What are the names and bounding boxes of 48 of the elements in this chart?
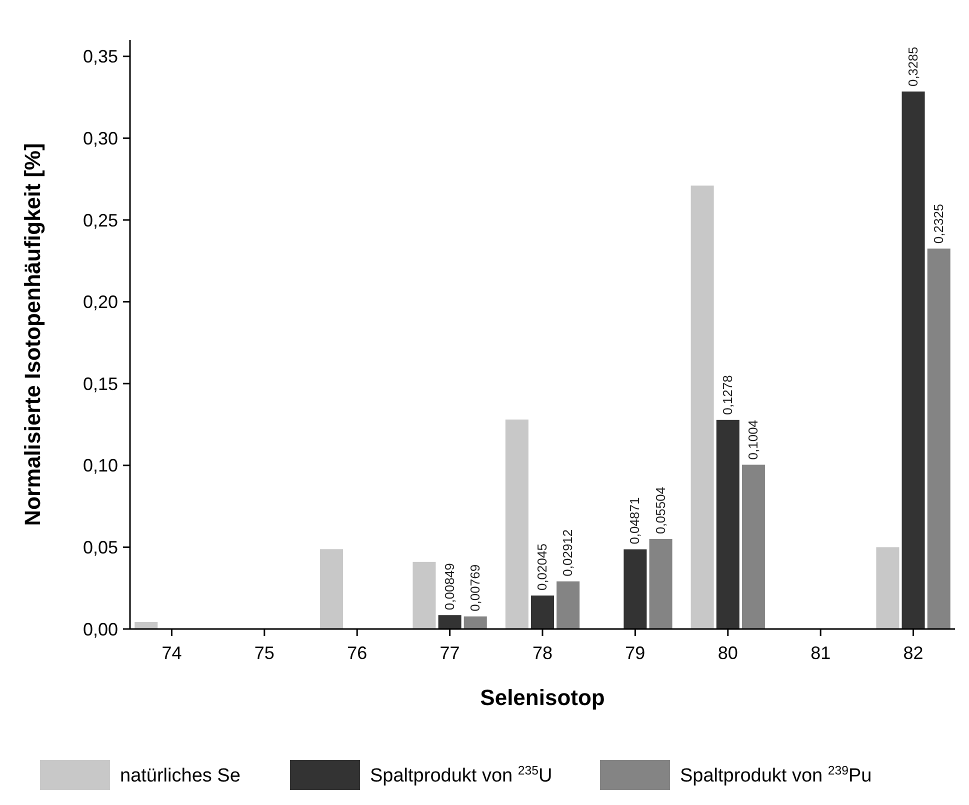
data-label: 0,00849	[442, 563, 457, 610]
y-tick-label: 0,20	[82, 292, 118, 312]
legend-label: Spaltprodukt von $^{239}$Pu	[680, 764, 872, 787]
y-axis-title: Normalisierte Isotopenhäufigkeit [%]	[20, 143, 45, 526]
x-tick-label: 81	[810, 643, 831, 663]
bar	[902, 92, 925, 629]
x-tick-label: 78	[532, 643, 553, 663]
bar	[556, 581, 580, 629]
data-label: 0,05504	[652, 486, 668, 534]
bar	[690, 186, 714, 629]
x-tick-label: 77	[440, 643, 460, 663]
x-tick-label: 79	[625, 643, 646, 663]
y-tick-label: 0,10	[82, 456, 118, 476]
bar	[438, 615, 462, 629]
x-axis-title: Selenisotop	[480, 685, 605, 710]
y-tick-label: 0,15	[82, 374, 118, 394]
bar	[716, 420, 740, 629]
legend-label: natürliches Se	[120, 766, 240, 787]
y-tick-label: 0,30	[82, 128, 118, 148]
bar	[649, 538, 672, 629]
legend-label: Spaltprodukt von $^{235}$U	[370, 764, 552, 787]
data-label: 0,04871	[627, 497, 642, 544]
x-tick-label: 82	[903, 643, 924, 663]
bar	[624, 549, 647, 629]
bar	[876, 547, 900, 629]
x-tick-label: 76	[347, 643, 368, 663]
bar	[464, 616, 487, 629]
data-label: 0,3285	[905, 46, 920, 87]
bar	[412, 562, 436, 629]
y-tick-label: 0,25	[82, 210, 118, 230]
bar	[927, 248, 950, 629]
y-tick-label: 0,05	[82, 537, 118, 558]
data-label: 0,02045	[534, 544, 550, 591]
y-tick-label: 0,00	[82, 619, 118, 640]
y-tick-label: 0,35	[82, 46, 118, 67]
bar	[134, 622, 158, 629]
data-label: 0,00769	[467, 564, 482, 612]
x-tick-label: 74	[162, 643, 182, 663]
data-label: 0,1278	[720, 375, 735, 415]
data-label: 0,02912	[560, 529, 576, 576]
bar	[530, 596, 554, 629]
x-tick-label: 80	[718, 643, 738, 663]
bar	[505, 420, 528, 629]
bar	[320, 549, 344, 629]
x-tick-label: 75	[254, 643, 274, 663]
bar	[742, 464, 765, 629]
data-label: 0,2325	[930, 204, 946, 244]
data-label: 0,1004	[745, 420, 760, 460]
